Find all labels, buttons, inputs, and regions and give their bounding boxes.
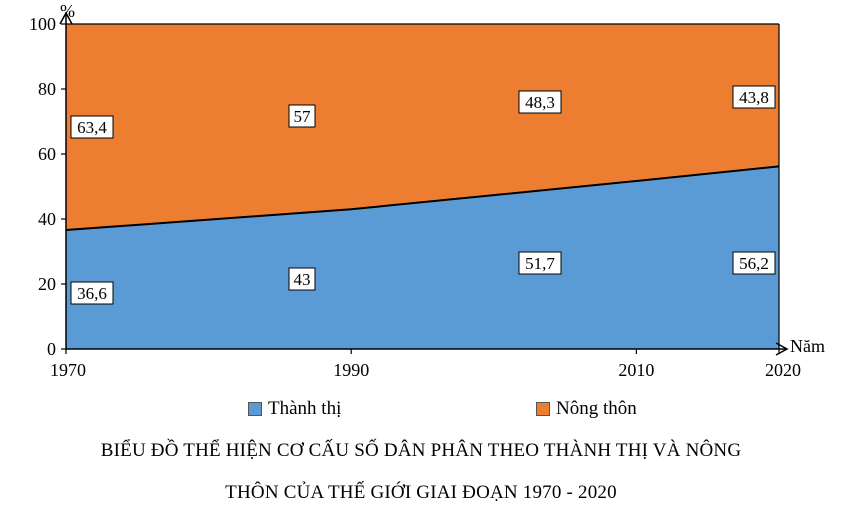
data-label-urban: 43 (294, 270, 311, 289)
boundary-line-urban (65, 165, 780, 232)
legend-item-urban: Thành thị (248, 398, 341, 420)
y-tick-label: 80 (38, 79, 56, 99)
data-label-box-rural (732, 85, 776, 109)
data-label-urban: 56,2 (739, 254, 769, 273)
data-label-box-rural (288, 104, 316, 128)
x-tick-label: 1990 (333, 360, 369, 380)
area-urban (66, 166, 779, 349)
x-tick-label: 1970 (50, 360, 86, 380)
legend-label-urban: Thành thị (268, 398, 342, 419)
x-tick-label: 2010 (618, 360, 654, 380)
data-label-box-urban (732, 251, 776, 275)
data-label-urban: 51,7 (525, 254, 555, 273)
data-label-rural: 48,3 (525, 93, 555, 112)
y-tick-label: 0 (47, 339, 56, 359)
data-label-box-urban (288, 267, 316, 291)
data-label-box-urban (518, 251, 562, 275)
y-axis-arrow (59, 11, 73, 25)
data-label-urban: 36,6 (77, 284, 107, 303)
data-label-box-rural (70, 115, 114, 139)
chart-title-line-2: THÔN CỦA THẾ GIỚI GIAI ĐOẠN 1970 - 2020 (225, 482, 617, 503)
x-tick-label: 2020 (765, 360, 801, 380)
data-label-rural: 57 (294, 107, 312, 126)
legend-label-rural: Nông thôn (556, 398, 637, 419)
legend-swatch-rural (536, 402, 550, 416)
y-tick-label: 20 (38, 274, 56, 294)
x-axis-label: Năm (790, 336, 825, 356)
data-label-rural: 43,8 (739, 88, 769, 107)
legend-swatch-urban (248, 402, 262, 416)
data-label-rural: 63,4 (77, 118, 107, 137)
x-axis-arrow (775, 342, 789, 356)
legend: Thành thị Nông thôn (248, 398, 728, 424)
y-tick-label: 40 (38, 209, 56, 229)
chart-title-line-1: BIỂU ĐỒ THỂ HIỆN CƠ CẤU SỐ DÂN PHÂN THEO… (100, 440, 742, 461)
data-label-box-urban (70, 281, 114, 305)
y-tick-label: 100 (29, 14, 56, 34)
area-rural (66, 24, 779, 231)
data-label-box-rural (518, 90, 562, 114)
y-tick-label: 60 (38, 144, 56, 164)
y-axis-label: % (60, 1, 75, 21)
legend-item-rural: Nông thôn (536, 398, 637, 420)
